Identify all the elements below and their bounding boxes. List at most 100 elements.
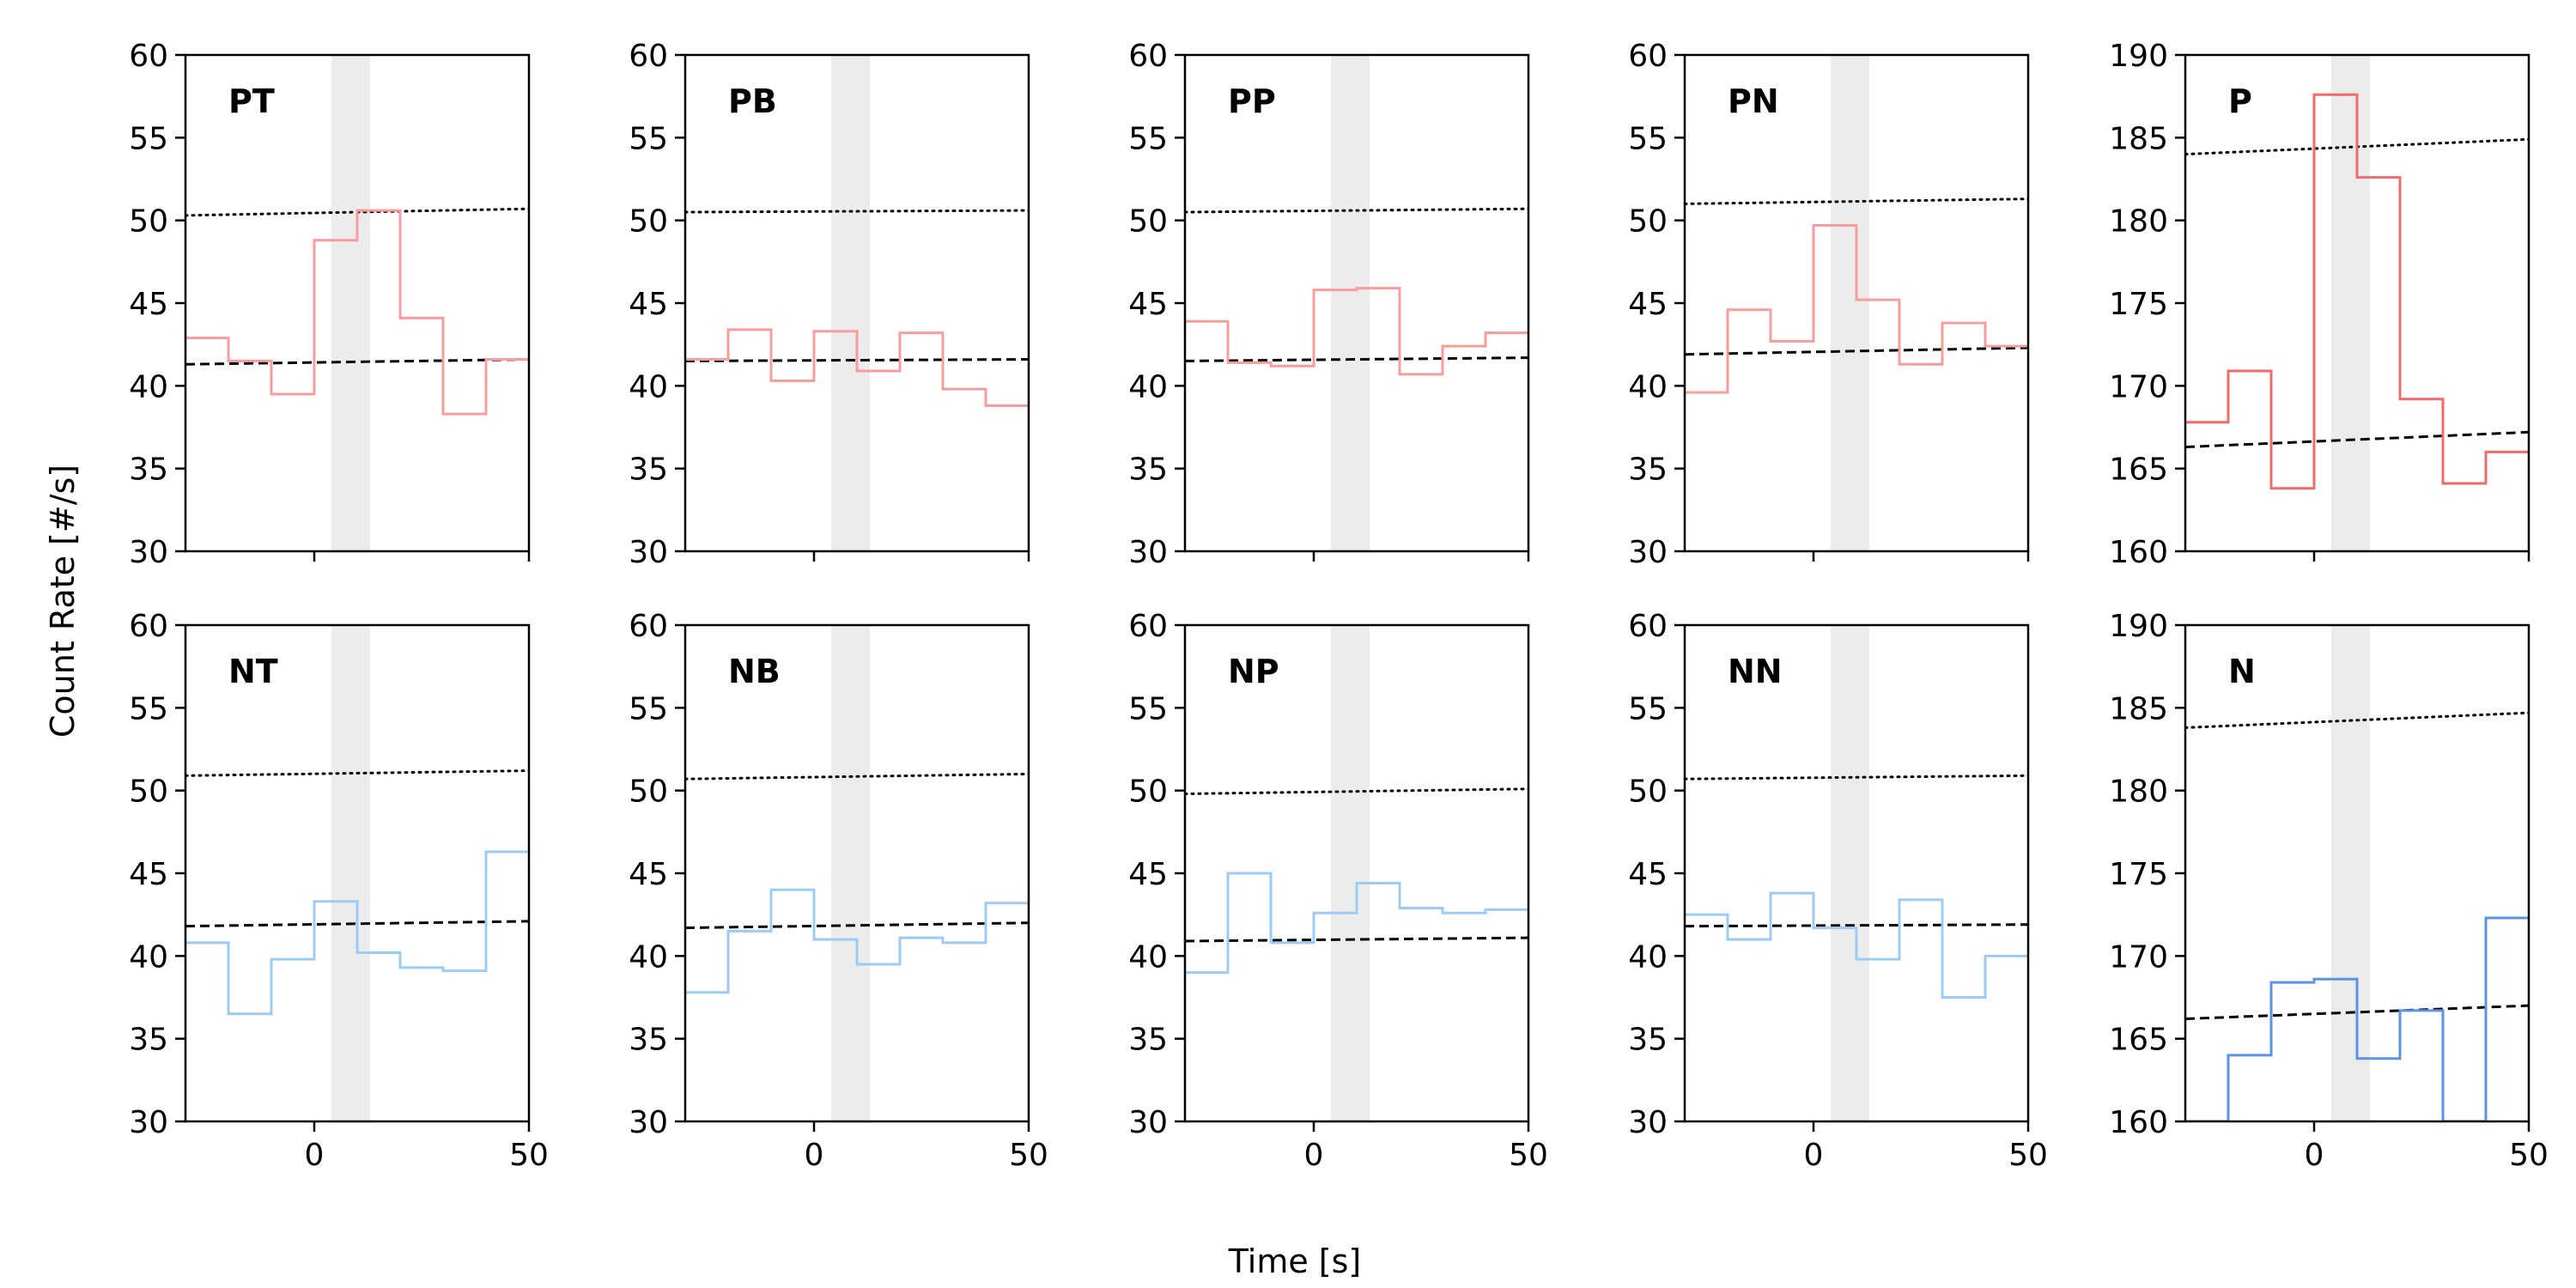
dotted-line (1185, 207, 1528, 214)
y-tick-label: 30 (1628, 535, 1668, 570)
panel-label: PP (1228, 82, 1276, 120)
dashed-line (685, 358, 1029, 362)
y-tick-label: 175 (2109, 287, 2168, 322)
x-tick-label: 50 (1509, 1138, 1548, 1173)
y-tick-label: 55 (1628, 121, 1668, 156)
y-tick-label: 40 (1128, 939, 1168, 975)
y-tick-label: 40 (1628, 369, 1668, 404)
y-tick-label: 160 (2109, 535, 2168, 570)
y-tick-label: 45 (1628, 287, 1668, 322)
panel-grid: 30 35 40 45 50 55 60 PT 30 35 40 45 50 55 60 PB 30 35 40 45… (129, 39, 2549, 1173)
y-tick-label: 35 (1128, 1023, 1168, 1058)
y-tick-label: 45 (629, 287, 668, 322)
y-axis-label: Count Rate [#/s] (44, 465, 82, 738)
panel-pn: 30 35 40 45 50 55 60 PN (1628, 39, 2030, 570)
plot-area (1185, 625, 1528, 1121)
panel-nb: 30 35 40 45 50 55 60 0 50 NB (629, 609, 1048, 1173)
panel-label: P (2228, 82, 2252, 120)
panel-np: 30 35 40 45 50 55 60 0 50 NP (1128, 609, 1548, 1173)
shaded-window (831, 625, 870, 1121)
y-tick-label: 35 (629, 453, 668, 488)
y-tick-label: 55 (1128, 121, 1168, 156)
y-tick-label: 40 (129, 939, 168, 975)
panel-label: NB (728, 653, 781, 690)
dotted-line (685, 209, 1029, 214)
shaded-window (331, 55, 370, 551)
y-tick-label: 30 (1128, 535, 1168, 570)
y-tick-label: 175 (2109, 857, 2168, 892)
y-tick-label: 160 (2109, 1105, 2168, 1140)
y-tick-label: 190 (2109, 609, 2168, 644)
shaded-window (331, 625, 370, 1121)
panel-n: 160 165 170 175 180 185 190 0 50 N (2109, 609, 2549, 1173)
x-tick-label: 0 (805, 1138, 824, 1173)
dashed-line (2185, 1004, 2529, 1021)
plot-area (1685, 625, 2028, 1121)
dotted-line (185, 769, 529, 777)
y-tick-label: 50 (1628, 204, 1668, 240)
plot-area (185, 55, 529, 551)
y-tick-label: 50 (629, 204, 668, 240)
y-tick-label: 60 (629, 609, 668, 644)
y-tick-label: 165 (2109, 453, 2168, 488)
x-tick-label: 50 (1009, 1138, 1048, 1173)
y-tick-label: 55 (629, 121, 668, 156)
plot-area (185, 625, 529, 1121)
shaded-window (1331, 55, 1370, 551)
y-tick-label: 55 (129, 121, 168, 156)
dashed-line (1185, 356, 1528, 362)
y-tick-label: 185 (2109, 691, 2168, 726)
dashed-line (2185, 430, 2529, 449)
y-tick-label: 50 (129, 775, 168, 810)
shaded-window (1831, 625, 1869, 1121)
x-tick-label: 0 (2305, 1138, 2324, 1173)
plot-area (1685, 55, 2028, 551)
y-tick-label: 40 (629, 369, 668, 404)
y-tick-label: 60 (129, 609, 168, 644)
panel-nt: 30 35 40 45 50 55 60 0 50 NT (129, 609, 549, 1173)
dashed-line (1685, 923, 2028, 928)
y-tick-label: 35 (129, 1023, 168, 1058)
plot-area (685, 625, 1029, 1121)
x-axis-label: Time [s] (1228, 1242, 1362, 1280)
y-tick-label: 35 (129, 453, 168, 488)
y-tick-label: 60 (1628, 39, 1668, 74)
y-tick-label: 50 (1128, 775, 1168, 810)
x-tick-label: 50 (509, 1138, 549, 1173)
panel-nn: 30 35 40 45 50 55 60 0 50 NN (1628, 609, 2048, 1173)
y-tick-label: 30 (129, 1105, 168, 1140)
y-tick-label: 45 (1628, 857, 1668, 892)
dashed-line (1685, 346, 2028, 356)
y-tick-label: 45 (129, 287, 168, 322)
plot-area (685, 55, 1029, 551)
y-tick-label: 35 (1628, 453, 1668, 488)
x-tick-label: 0 (1304, 1138, 1324, 1173)
dashed-line (185, 920, 529, 928)
y-tick-label: 50 (629, 775, 668, 810)
dotted-line (2185, 711, 2529, 729)
panel-label: NN (1728, 653, 1783, 690)
panel-p: 160 165 170 175 180 185 190 P (2109, 39, 2530, 570)
y-tick-label: 60 (1128, 609, 1168, 644)
plot-area (2185, 55, 2529, 551)
shaded-window (831, 55, 870, 551)
shaded-window (1831, 55, 1869, 551)
y-tick-label: 55 (129, 691, 168, 726)
panel-pp: 30 35 40 45 50 55 60 PP (1128, 39, 1530, 570)
y-tick-label: 35 (1628, 1023, 1668, 1058)
y-tick-label: 170 (2109, 369, 2168, 404)
y-tick-label: 40 (1128, 369, 1168, 404)
y-tick-label: 30 (629, 535, 668, 570)
dotted-line (1185, 787, 1528, 796)
y-tick-label: 30 (129, 535, 168, 570)
dotted-line (1685, 774, 2028, 781)
y-tick-label: 170 (2109, 939, 2168, 975)
y-tick-label: 180 (2109, 204, 2168, 240)
y-tick-label: 40 (629, 939, 668, 975)
panel-label: PN (1728, 82, 1779, 120)
panel-label: NT (228, 653, 278, 690)
y-tick-label: 45 (1128, 857, 1168, 892)
y-tick-label: 60 (1628, 609, 1668, 644)
dashed-line (185, 358, 529, 366)
